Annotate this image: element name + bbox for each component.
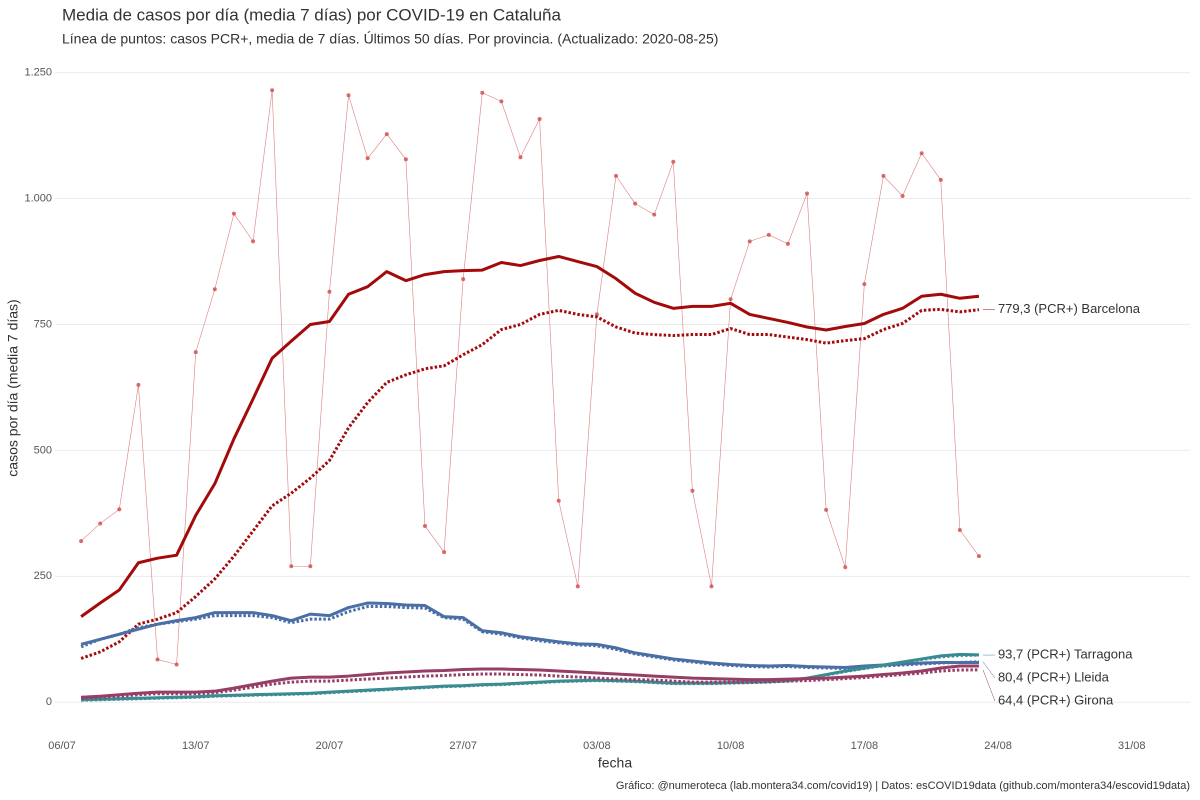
daily-point [537, 116, 542, 121]
pcr-line [80, 307, 980, 660]
daily-point [518, 155, 523, 160]
daily-point [79, 539, 84, 544]
y-tick-label: 750 [34, 318, 52, 330]
daily-point [633, 201, 638, 206]
daily-point [843, 565, 848, 570]
caption: Gráfico: @numeroteca (lab.montera34.com/… [616, 780, 1190, 792]
daily-point [957, 527, 962, 532]
x-tick-label: 17/08 [851, 740, 879, 752]
x-tick-label: 03/08 [583, 740, 611, 752]
daily-point [403, 157, 408, 162]
daily-point [690, 488, 695, 493]
pcr-line [81, 653, 979, 702]
y-tick-label: 0 [46, 696, 52, 708]
daily-point [919, 151, 924, 156]
daily-point [461, 277, 466, 282]
daily-point [442, 550, 447, 555]
daily-point [212, 287, 217, 292]
x-tick-label: 31/08 [1118, 740, 1146, 752]
y-tick-label: 250 [34, 570, 52, 582]
daily-point [728, 297, 733, 302]
daily-point [499, 99, 504, 104]
daily-point [575, 584, 580, 589]
x-tick-label: 27/07 [449, 740, 477, 752]
daily-point [327, 289, 332, 294]
daily-point [346, 93, 351, 98]
daily-point [766, 232, 771, 237]
daily-point [900, 194, 905, 199]
x-tick-label: 13/07 [182, 740, 210, 752]
daily-point [709, 584, 714, 589]
daily-point [938, 177, 943, 182]
daily-point [671, 159, 676, 164]
daily-point [365, 156, 370, 161]
marks: 779,3 (PCR+) Barcelona 93,7 (PCR+) Tarrag… [79, 88, 1141, 707]
x-tick-label: 24/08 [984, 740, 1012, 752]
daily-point [652, 212, 657, 217]
y-tick-label: 1.250 [24, 67, 52, 79]
label-connector [982, 661, 996, 679]
avg-line [80, 601, 979, 670]
daily-point [824, 507, 829, 512]
daily-line [80, 89, 980, 665]
daily-point [98, 521, 103, 526]
avg-line [80, 254, 980, 618]
daily-point [174, 662, 179, 667]
x-axis-label: fecha [598, 755, 632, 771]
pcr-line [81, 668, 979, 700]
x-tick-label: 06/07 [48, 740, 76, 752]
label-connector [982, 669, 996, 702]
y-axis-label: casos por día (media 7 días) [5, 299, 21, 476]
pcr-line [80, 605, 980, 671]
daily-point [805, 191, 810, 196]
x-tick-label: 20/07 [316, 740, 344, 752]
y-tick-label: 1.000 [24, 192, 52, 204]
daily-point [193, 350, 198, 355]
y-tick-label: 500 [34, 444, 52, 456]
x-tick-label: 10/08 [717, 740, 745, 752]
avg-line [81, 664, 979, 699]
daily-point [117, 507, 122, 512]
chart-title: Media de casos por día (media 7 días) po… [62, 5, 561, 24]
daily-point [785, 241, 790, 246]
daily-point [289, 564, 294, 569]
daily-point [614, 173, 618, 178]
daily-point [155, 657, 160, 662]
daily-point [556, 498, 561, 503]
daily-point [251, 239, 256, 244]
daily-point [308, 564, 313, 569]
series-label: 80,4 (PCR+) Lleida [998, 669, 1110, 684]
chart-subtitle: Línea de puntos: casos PCR+, media de 7 … [62, 31, 718, 47]
daily-point [270, 88, 275, 93]
grid [55, 72, 1190, 703]
daily-point [862, 282, 867, 287]
daily-point [976, 554, 981, 559]
series-label: 93,7 (PCR+) Tarragona [998, 646, 1133, 661]
daily-point [480, 90, 485, 95]
daily-point [384, 132, 389, 137]
daily-point [422, 523, 427, 528]
daily-point [136, 382, 141, 387]
series-label: 779,3 (PCR+) Barcelona [998, 301, 1141, 316]
series-label: 64,4 (PCR+) Girona [998, 692, 1114, 707]
daily-point [881, 173, 886, 178]
daily-point [231, 211, 236, 216]
daily-point [747, 239, 752, 244]
